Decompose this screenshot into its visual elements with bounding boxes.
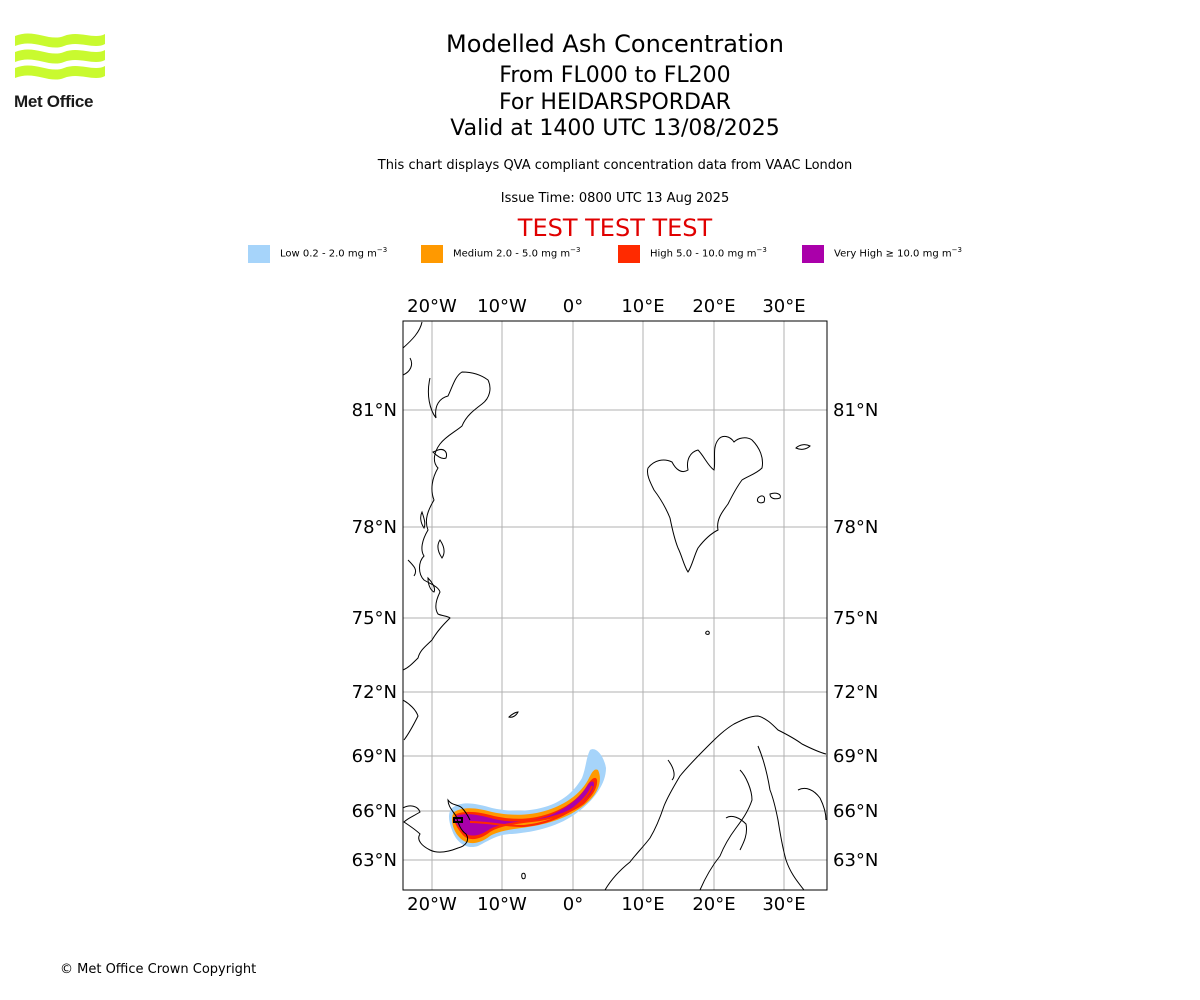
lon-label-top: 20°W xyxy=(407,296,457,317)
met-office-logo-icon xyxy=(15,33,105,80)
lat-label-right: 81°N xyxy=(833,400,878,421)
lon-label-top: 0° xyxy=(563,296,583,317)
legend-swatch-medium xyxy=(421,245,443,263)
ash-plume xyxy=(449,749,606,848)
legend-unit-exponent: −3 xyxy=(570,246,581,254)
lon-label-bottom: 10°W xyxy=(477,894,527,915)
lat-label-left: 72°N xyxy=(352,682,397,703)
scandinavia-coastline xyxy=(604,715,827,890)
lat-label-right: 75°N xyxy=(833,608,878,629)
issue-time: Issue Time: 0800 UTC 13 Aug 2025 xyxy=(500,191,730,206)
lon-label-top: 20°E xyxy=(692,296,735,317)
legend-label-medium: Medium 2.0 - 5.0 mg m xyxy=(453,248,571,260)
lat-label-left: 81°N xyxy=(352,400,397,421)
legend-label-low: Low 0.2 - 2.0 mg m xyxy=(280,248,377,260)
lat-label-left: 75°N xyxy=(352,608,397,629)
lat-label-right: 66°N xyxy=(833,801,878,822)
lon-label-bottom: 20°W xyxy=(407,894,457,915)
ash-very-high-region xyxy=(454,781,594,836)
lon-label-bottom: 10°E xyxy=(621,894,664,915)
lon-label-bottom: 0° xyxy=(563,894,583,915)
legend-swatch-high xyxy=(618,245,640,263)
ash-high-core xyxy=(469,785,593,828)
valid-time: Valid at 1400 UTC 13/08/2025 xyxy=(450,116,780,141)
lon-label-bottom: 20°E xyxy=(692,894,735,915)
legend-unit-exponent: −3 xyxy=(376,246,388,254)
lat-label-left: 63°N xyxy=(352,850,397,871)
lat-label-left: 69°N xyxy=(352,746,397,767)
chart-description: This chart displays QVA compliant concen… xyxy=(377,158,853,173)
chart-title: Modelled Ash Concentration xyxy=(446,30,784,58)
met-office-logo-text: Met Office xyxy=(14,92,94,111)
iceland-volcano-marker xyxy=(453,817,463,823)
copyright-notice: © Met Office Crown Copyright xyxy=(60,962,257,977)
lon-label-top: 30°E xyxy=(762,296,805,317)
volcano-name: For HEIDARSPORDAR xyxy=(499,90,731,115)
legend-swatch-very-high xyxy=(802,245,824,263)
lon-label-bottom: 30°E xyxy=(762,894,805,915)
lat-label-right: 78°N xyxy=(833,517,878,538)
jan-mayen-coastline xyxy=(508,711,519,718)
legend-unit-exponent: −3 xyxy=(951,246,962,254)
legend-swatch-low xyxy=(248,245,270,263)
iceland-coastline xyxy=(403,798,471,853)
map-frame xyxy=(402,320,828,891)
coastlines xyxy=(403,321,827,890)
lat-label-left: 66°N xyxy=(352,801,397,822)
faroe-coastline xyxy=(521,872,526,880)
lat-label-right: 72°N xyxy=(833,682,878,703)
lon-label-top: 10°W xyxy=(477,296,527,317)
test-banner: TEST TEST TEST xyxy=(517,214,713,242)
svalbard-coastline xyxy=(647,435,811,635)
lon-label-top: 10°E xyxy=(621,296,664,317)
lat-label-right: 69°N xyxy=(833,746,878,767)
graticule xyxy=(403,321,827,890)
legend-label-very-high: Very High ≥ 10.0 mg m xyxy=(834,248,952,260)
flight-level-range: From FL000 to FL200 xyxy=(499,63,731,88)
legend-unit-exponent: −3 xyxy=(756,246,767,254)
lat-label-right: 63°N xyxy=(833,850,878,871)
lat-label-left: 78°N xyxy=(352,517,397,538)
greenland-coastline xyxy=(403,321,491,741)
legend-label-high: High 5.0 - 10.0 mg m xyxy=(650,248,757,260)
